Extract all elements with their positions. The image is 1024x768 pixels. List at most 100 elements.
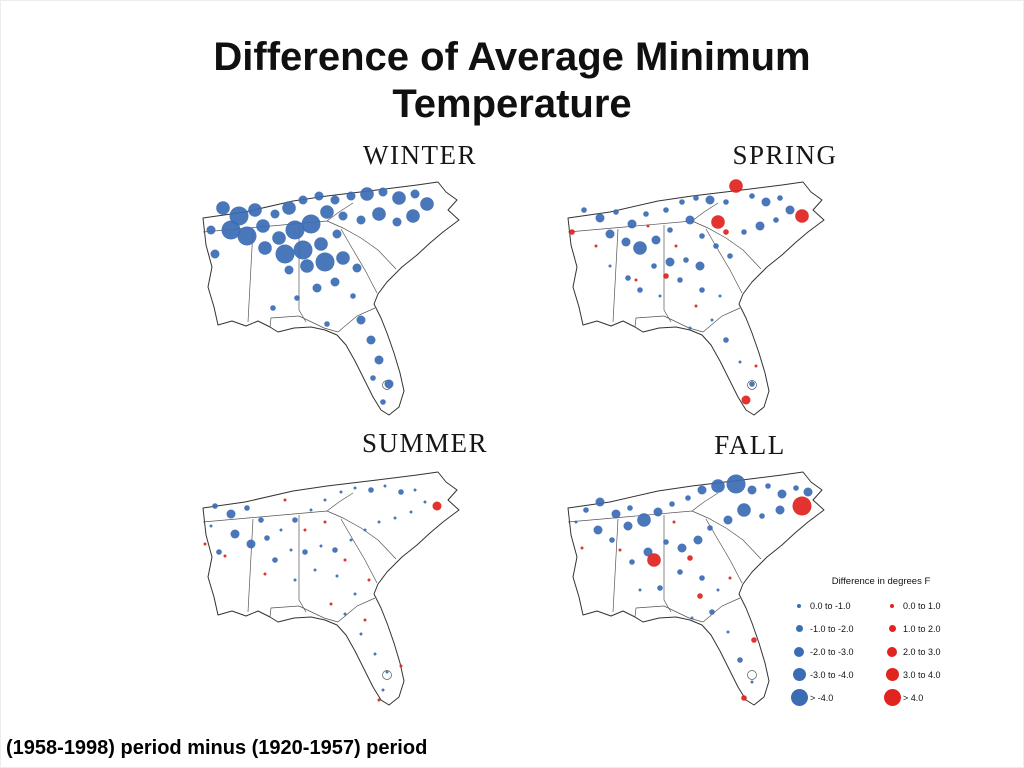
temp-dot xyxy=(716,588,720,592)
temp-dot xyxy=(301,214,321,234)
temp-dot xyxy=(695,261,705,271)
temp-dot xyxy=(711,215,725,229)
temp-dot xyxy=(409,510,413,514)
legend-cell: 2.0 to 3.0 xyxy=(881,646,974,657)
temp-dot xyxy=(729,179,743,193)
temp-dot xyxy=(363,618,367,622)
legend-cell: 3.0 to 4.0 xyxy=(881,668,974,681)
temp-dot xyxy=(275,244,295,264)
temp-dot xyxy=(272,557,278,563)
temp-dot xyxy=(372,207,386,221)
temp-dot xyxy=(323,498,327,502)
temp-dot xyxy=(377,698,381,702)
temp-dot xyxy=(293,578,297,582)
temp-dot xyxy=(385,670,389,674)
temp-dot xyxy=(677,543,687,553)
temp-dot xyxy=(741,695,747,701)
temp-dot xyxy=(749,381,755,387)
temp-dot xyxy=(694,304,698,308)
legend-row: -1.0 to -2.0 1.0 to 2.0 xyxy=(788,617,974,640)
temp-dot xyxy=(336,251,350,265)
temp-dot xyxy=(210,249,220,259)
temp-dot xyxy=(750,680,754,684)
temp-dot xyxy=(754,364,758,368)
temp-dot xyxy=(284,265,294,275)
temp-dot xyxy=(761,197,771,207)
temp-dot xyxy=(643,211,649,217)
legend-dot-wrap xyxy=(881,646,903,657)
temp-dot xyxy=(221,220,241,240)
panel-title-spring: SPRING xyxy=(732,140,838,170)
fall-dots xyxy=(574,474,813,701)
temp-dot xyxy=(370,375,376,381)
temp-dot xyxy=(237,226,257,246)
temp-dot xyxy=(651,263,657,269)
legend-dot-wrap xyxy=(881,603,903,608)
temp-dot xyxy=(707,525,713,531)
legend-cell: > 4.0 xyxy=(881,689,974,706)
temp-dot xyxy=(723,229,729,235)
legend-cell: 0.0 to 1.0 xyxy=(881,601,974,611)
temp-dot xyxy=(335,574,339,578)
legend-dot-positive-icon xyxy=(887,646,897,657)
legend-dot-negative-icon xyxy=(790,689,808,706)
temp-dot xyxy=(223,554,227,558)
temp-dot xyxy=(350,293,356,299)
map-fall xyxy=(567,471,825,706)
legend-cell: 0.0 to -1.0 xyxy=(788,601,881,611)
temp-dot xyxy=(420,197,434,211)
temp-dot xyxy=(669,501,675,507)
temp-dot xyxy=(718,294,722,298)
legend-label: 3.0 to 4.0 xyxy=(903,669,941,680)
legend-dot-positive-icon xyxy=(885,668,899,681)
temp-dot xyxy=(392,191,406,205)
legend-label: > 4.0 xyxy=(903,692,924,703)
temp-dot xyxy=(627,219,637,229)
temp-dot xyxy=(329,602,333,606)
temp-dot xyxy=(608,264,612,268)
temp-dot xyxy=(303,528,307,532)
temp-dot xyxy=(663,539,669,545)
temp-dot xyxy=(272,231,286,245)
temp-dot xyxy=(319,544,323,548)
temp-dot xyxy=(658,294,662,298)
temp-dot xyxy=(226,509,236,519)
temp-dot xyxy=(293,240,313,260)
temp-dot xyxy=(777,489,787,499)
temp-dot xyxy=(677,569,683,575)
legend-cell: 1.0 to 2.0 xyxy=(881,624,974,634)
temp-dot xyxy=(633,241,647,255)
temp-dot xyxy=(574,520,578,524)
temp-dot xyxy=(713,243,719,249)
temp-dot xyxy=(723,337,729,343)
temp-dot xyxy=(679,199,685,205)
temp-dot xyxy=(315,252,335,272)
temp-dot xyxy=(710,318,714,322)
temp-dot xyxy=(646,224,650,228)
page-title-line1: Difference of Average Minimum xyxy=(213,35,811,79)
temp-dot xyxy=(270,209,280,219)
temp-dot xyxy=(339,490,343,494)
temp-dot xyxy=(374,355,384,365)
temp-dot xyxy=(623,521,633,531)
temp-dot xyxy=(314,237,328,251)
temp-dot xyxy=(367,578,371,582)
caption: (1958-1998) period minus (1920-1957) per… xyxy=(6,737,428,759)
temp-dot xyxy=(314,191,324,201)
temp-dot xyxy=(653,507,663,517)
temp-dot xyxy=(674,244,678,248)
legend-label: -2.0 to -3.0 xyxy=(810,646,854,657)
temp-dot xyxy=(209,524,213,528)
legend-dot-positive-icon xyxy=(883,689,901,706)
temp-dot xyxy=(749,193,755,199)
temp-dot xyxy=(663,207,669,213)
legend-title: Difference in degrees F xyxy=(831,576,931,587)
temp-dot xyxy=(285,220,305,240)
temp-dot xyxy=(638,588,642,592)
legend-dot-wrap xyxy=(788,668,810,681)
temp-dot xyxy=(737,503,751,517)
temp-dot xyxy=(343,558,347,562)
temp-dot xyxy=(373,652,377,656)
legend-dot-negative-icon xyxy=(797,603,801,608)
legend-dot-positive-icon xyxy=(888,625,896,632)
